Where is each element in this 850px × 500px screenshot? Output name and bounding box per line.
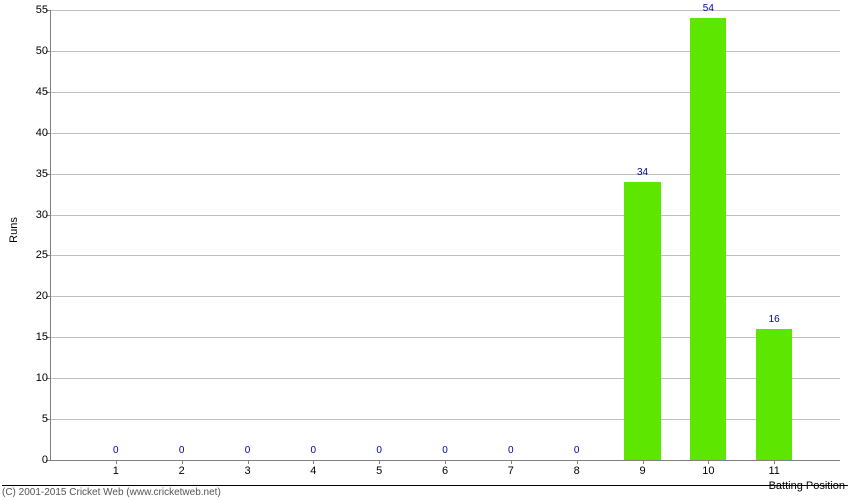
y-tick-label: 5 <box>8 413 48 425</box>
x-tick-mark <box>182 460 183 464</box>
copyright-text: (C) 2001-2015 Cricket Web (www.cricketwe… <box>2 485 848 498</box>
x-tick-label: 9 <box>639 465 645 477</box>
x-tick-mark <box>577 460 578 464</box>
y-tick-label: 20 <box>8 290 48 302</box>
x-tick-label: 11 <box>768 465 779 477</box>
x-tick-label: 1 <box>113 465 119 477</box>
y-tick-label: 0 <box>8 454 48 466</box>
y-tick-label: 30 <box>8 209 48 221</box>
bar <box>624 182 660 460</box>
bar-value-label: 0 <box>245 445 251 456</box>
y-axis <box>50 10 51 460</box>
gridline <box>50 10 840 11</box>
x-tick-mark <box>248 460 249 464</box>
bar-value-label: 16 <box>769 314 780 325</box>
x-tick-label: 10 <box>702 465 714 477</box>
bar-value-label: 34 <box>637 167 648 178</box>
bar <box>756 329 792 460</box>
chart-area: 00000000345416 <box>50 10 840 460</box>
x-tick-label: 6 <box>442 465 448 477</box>
x-tick-mark <box>774 460 775 464</box>
bar-value-label: 0 <box>311 445 317 456</box>
y-tick-label: 25 <box>8 249 48 261</box>
y-axis-title: Runs <box>8 217 20 243</box>
x-tick-mark <box>116 460 117 464</box>
bar-value-label: 0 <box>574 445 580 456</box>
x-tick-mark <box>511 460 512 464</box>
x-tick-label: 5 <box>376 465 382 477</box>
x-tick-label: 2 <box>179 465 185 477</box>
x-tick-mark <box>708 460 709 464</box>
y-tick-label: 10 <box>8 372 48 384</box>
y-tick-label: 55 <box>8 4 48 16</box>
bar-value-label: 0 <box>179 445 185 456</box>
x-tick-label: 7 <box>508 465 514 477</box>
bar <box>690 18 726 460</box>
x-tick-label: 8 <box>574 465 580 477</box>
bar-value-label: 0 <box>113 445 119 456</box>
x-tick-mark <box>445 460 446 464</box>
bar-value-label: 54 <box>703 3 714 14</box>
y-tick-label: 50 <box>8 45 48 57</box>
x-tick-mark <box>643 460 644 464</box>
y-tick-label: 40 <box>8 127 48 139</box>
bar-value-label: 0 <box>442 445 448 456</box>
y-tick-label: 45 <box>8 86 48 98</box>
plot-region: 00000000345416 <box>50 10 840 460</box>
x-tick-mark <box>379 460 380 464</box>
x-tick-mark <box>313 460 314 464</box>
y-tick-label: 15 <box>8 331 48 343</box>
x-tick-label: 4 <box>310 465 316 477</box>
bar-value-label: 0 <box>508 445 514 456</box>
bar-value-label: 0 <box>376 445 382 456</box>
y-tick-label: 35 <box>8 168 48 180</box>
x-tick-label: 3 <box>244 465 250 477</box>
